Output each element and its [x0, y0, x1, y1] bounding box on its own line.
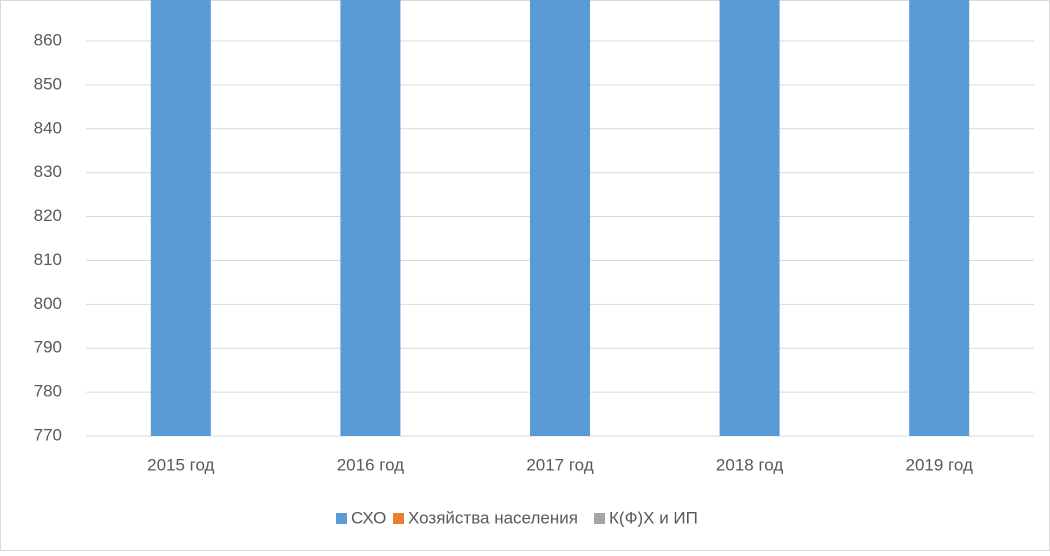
- y-tick-label: 770: [34, 425, 62, 444]
- y-tick-label: 830: [34, 162, 62, 181]
- y-tick-label: 820: [34, 206, 62, 225]
- y-tick-label: 840: [34, 118, 62, 137]
- y-tick-label: 800: [34, 294, 62, 313]
- x-tick-label: 2016 год: [337, 455, 404, 474]
- y-tick-label: 860: [34, 30, 62, 49]
- bar-segment: [150, 0, 211, 436]
- legend-swatch: [393, 513, 404, 524]
- bar-segment: [530, 0, 590, 436]
- x-tick-label: 2015 год: [147, 455, 214, 474]
- y-tick-label: 790: [34, 338, 62, 357]
- y-tick-label: 810: [34, 250, 62, 269]
- y-tick-label: 850: [34, 74, 62, 93]
- y-tick-label: 780: [34, 382, 62, 401]
- bar-segment: [719, 0, 780, 436]
- legend-label: К(Ф)Х и ИП: [609, 508, 698, 527]
- x-tick-label: 2019 год: [906, 455, 973, 474]
- legend-swatch: [594, 513, 605, 524]
- x-tick-label: 2017 год: [526, 455, 593, 474]
- legend-label: Хозяйства населения: [408, 508, 578, 527]
- bar-segment: [909, 0, 970, 436]
- legend-label: СХО: [351, 508, 386, 527]
- bar-segment: [340, 0, 401, 436]
- legend-swatch: [336, 513, 347, 524]
- x-tick-label: 2018 год: [716, 455, 783, 474]
